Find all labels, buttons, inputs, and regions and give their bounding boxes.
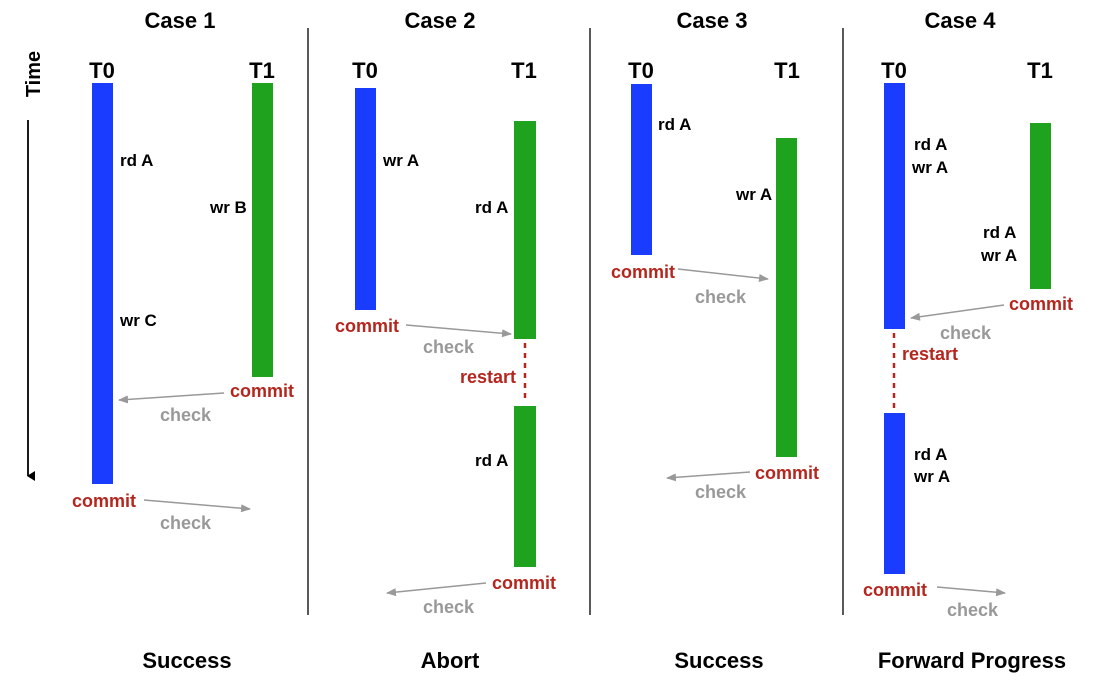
check-arrow xyxy=(118,392,225,404)
time-axis-label: Time xyxy=(23,51,45,97)
case-result: Success xyxy=(674,648,763,673)
t0-op: rd A xyxy=(120,151,153,170)
check-label: check xyxy=(160,513,212,533)
t0-op: rd A xyxy=(914,135,947,154)
t1-op: wr A xyxy=(735,185,772,204)
check-label: check xyxy=(423,597,475,617)
check-arrow xyxy=(405,324,512,338)
t1-commit-label: commit xyxy=(492,573,556,593)
case-1: Case 1 T0 T1 rd A wr C wr B commit check… xyxy=(72,8,294,673)
case-title: Case 2 xyxy=(405,8,476,33)
restart-label: restart xyxy=(902,344,958,364)
t0-op: rd A xyxy=(658,115,691,134)
case-result: Forward Progress xyxy=(878,648,1066,673)
case-result: Success xyxy=(142,648,231,673)
t1-op: rd A xyxy=(475,198,508,217)
check-arrow xyxy=(910,304,1005,321)
check-label: check xyxy=(423,337,475,357)
case-2: Case 2 T0 T1 wr A rd A rd A commit check… xyxy=(335,8,556,673)
case-4: Case 4 T0 T1 rd A wr A rd A wr A commit … xyxy=(863,8,1073,673)
t1-label: T1 xyxy=(1027,58,1053,83)
case-result: Abort xyxy=(421,648,480,673)
check-label: check xyxy=(940,323,992,343)
t1-bar xyxy=(776,138,797,457)
check-arrow xyxy=(677,268,769,282)
case-title: Case 3 xyxy=(677,8,748,33)
t0-op: wr C xyxy=(119,311,157,330)
t0-bar-restarted xyxy=(884,413,905,574)
t1-commit-label: commit xyxy=(230,381,294,401)
t0-bar xyxy=(884,83,905,329)
t1-bar xyxy=(252,83,273,377)
check-label: check xyxy=(695,287,747,307)
check-arrow xyxy=(143,499,251,513)
t1-op: wr A xyxy=(980,246,1017,265)
check-arrow xyxy=(936,586,1006,597)
t0-commit-label: commit xyxy=(863,580,927,600)
t1-label: T1 xyxy=(249,58,275,83)
t0-bar xyxy=(355,88,376,310)
t0-op: wr A xyxy=(913,467,950,486)
t1-commit-label: commit xyxy=(1009,294,1073,314)
restart-label: restart xyxy=(460,367,516,387)
t1-bar xyxy=(1030,123,1051,289)
t0-bar xyxy=(92,83,113,484)
t1-commit-label: commit xyxy=(755,463,819,483)
t1-op: rd A xyxy=(983,223,1016,242)
t1-bar-restarted xyxy=(514,406,536,567)
t0-commit-label: commit xyxy=(611,262,675,282)
case-3: Case 3 T0 T1 rd A wr A commit check comm… xyxy=(611,8,819,673)
t0-bar xyxy=(631,84,652,255)
t0-label: T0 xyxy=(352,58,378,83)
check-label: check xyxy=(947,600,999,620)
t0-op: wr A xyxy=(911,158,948,177)
t1-label: T1 xyxy=(511,58,537,83)
t0-commit-label: commit xyxy=(335,316,399,336)
t1-op: rd A xyxy=(475,451,508,470)
t1-label: T1 xyxy=(774,58,800,83)
case-title: Case 1 xyxy=(145,8,216,33)
check-arrow xyxy=(386,582,487,597)
case-title: Case 4 xyxy=(925,8,997,33)
t1-bar xyxy=(514,121,536,339)
check-label: check xyxy=(160,405,212,425)
t0-label: T0 xyxy=(628,58,654,83)
t0-label: T0 xyxy=(881,58,907,83)
t0-op: rd A xyxy=(914,445,947,464)
t0-label: T0 xyxy=(89,58,115,83)
check-arrow xyxy=(666,471,751,482)
t1-op: wr B xyxy=(209,198,247,217)
t0-commit-label: commit xyxy=(72,491,136,511)
t0-op: wr A xyxy=(382,151,419,170)
check-label: check xyxy=(695,482,747,502)
